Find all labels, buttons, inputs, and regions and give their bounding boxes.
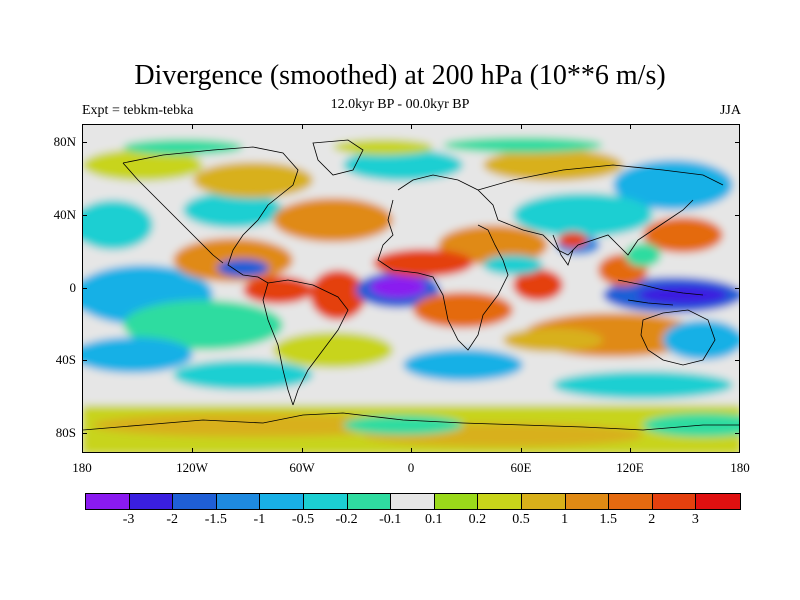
lat-label: 80N <box>53 134 76 149</box>
colorbar-swatch <box>173 494 217 509</box>
lon-label: 180 <box>72 460 92 475</box>
x-tick <box>302 448 303 453</box>
y-tick-right <box>735 433 740 434</box>
x-tick-top <box>192 124 193 129</box>
colorbar-label: -0.5 <box>291 512 315 527</box>
colorbar-label: 2 <box>648 512 656 527</box>
lat-label: 0 <box>69 280 77 295</box>
colorbar-swatch <box>696 494 740 509</box>
x-tick <box>630 448 631 453</box>
y-tick <box>82 288 87 289</box>
colorbar-swatch <box>347 494 392 509</box>
colorbar-swatch <box>86 494 130 509</box>
lat-label: 40S <box>55 352 76 367</box>
lon-label: 60W <box>289 460 315 475</box>
colorbar-label: -1.5 <box>204 512 227 527</box>
experiment-label: Expt = tebkm-tebka <box>82 103 194 118</box>
colorbar-swatch <box>391 494 435 509</box>
colorbar-label: 0.5 <box>512 512 530 527</box>
x-tick <box>521 448 522 453</box>
colorbar-swatch <box>129 494 174 509</box>
x-tick <box>192 448 193 453</box>
x-tick-top <box>521 124 522 129</box>
lon-label: 0 <box>407 460 415 475</box>
lon-label: 60E <box>510 460 532 475</box>
colorbar <box>85 493 741 510</box>
lon-label: 120E <box>616 460 644 475</box>
y-tick-right <box>735 288 740 289</box>
colorbar-label: -1 <box>253 512 266 527</box>
colorbar-label: 3 <box>691 512 699 527</box>
y-tick <box>82 215 87 216</box>
colorbar-label: 1 <box>561 512 569 527</box>
divergence-field <box>83 125 739 452</box>
colorbar-label: 0.1 <box>425 512 443 527</box>
lat-label: 80S <box>55 425 76 440</box>
colorbar-swatch <box>609 494 653 509</box>
lon-label: 180 <box>730 460 750 475</box>
chart-title: Divergence (smoothed) at 200 hPa (10**6 … <box>134 60 666 91</box>
y-tick <box>82 360 87 361</box>
x-tick-top <box>630 124 631 129</box>
lon-label: 120W <box>176 460 208 475</box>
colorbar-swatch <box>434 494 479 509</box>
y-tick-right <box>735 142 740 143</box>
colorbar-swatch <box>216 494 261 509</box>
time-period-label: 12.0kyr BP - 00.0kyr BP <box>330 97 470 112</box>
colorbar-swatch <box>303 494 348 509</box>
season-label: JJA <box>719 103 741 118</box>
colorbar-label: 1.5 <box>599 512 617 527</box>
colorbar-swatch <box>521 494 566 509</box>
colorbar-swatch <box>260 494 304 509</box>
y-tick-right <box>735 360 740 361</box>
colorbar-swatch <box>565 494 610 509</box>
colorbar-label: 0.2 <box>468 512 487 527</box>
y-tick-right <box>735 215 740 216</box>
colorbar-label: -3 <box>122 512 135 527</box>
colorbar-swatch <box>478 494 522 509</box>
colorbar-label: -2 <box>166 512 179 527</box>
lat-label: 40N <box>53 207 76 222</box>
colorbar-label: -0.2 <box>335 512 358 527</box>
x-tick-top <box>302 124 303 129</box>
x-tick-top <box>411 124 412 129</box>
x-tick <box>411 448 412 453</box>
y-tick <box>82 433 87 434</box>
colorbar-swatch <box>652 494 697 509</box>
map-plot-area <box>82 124 740 453</box>
colorbar-label: -0.1 <box>379 512 402 527</box>
y-tick <box>82 142 87 143</box>
